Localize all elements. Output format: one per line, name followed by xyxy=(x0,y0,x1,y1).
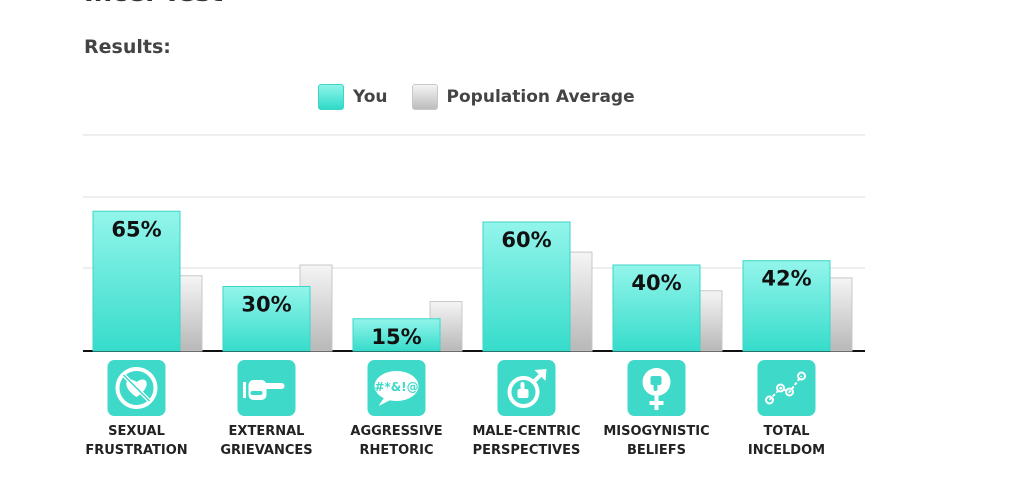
svg-text:#*&!@: #*&!@ xyxy=(374,380,418,394)
category-label: SEXUAL FRUSTRATION xyxy=(85,424,187,458)
chart-legend: You Population Average xyxy=(318,84,659,110)
category-label: EXTERNAL GRIEVANCES xyxy=(220,424,312,458)
category-label: MISOGYNISTIC BELIEFS xyxy=(603,424,709,458)
category-label: MALE-CENTRIC PERSPECTIVES xyxy=(472,424,580,458)
bar-you xyxy=(92,210,181,352)
bar-you xyxy=(612,264,701,352)
results-heading: Results: xyxy=(84,36,171,58)
bar-value-label: 65% xyxy=(111,217,161,241)
legend-label-you: You xyxy=(353,87,388,107)
bar-value-label: 30% xyxy=(241,293,291,317)
bar-value-label: 60% xyxy=(501,228,551,252)
category-label: AGGRESSIVE RHETORIC xyxy=(350,424,442,458)
bar-you xyxy=(482,221,571,352)
legend-swatch-average xyxy=(411,84,438,110)
female-thumbs-down-icon xyxy=(627,360,686,416)
legend-item-average: Population Average xyxy=(411,84,635,110)
legend-swatch-you xyxy=(318,84,344,110)
bar-value-label: 15% xyxy=(371,325,421,349)
bar-value-label: 40% xyxy=(631,271,681,295)
swear-speech-bubble-icon: #*&!@ xyxy=(367,360,426,416)
line-graph-icon xyxy=(757,360,816,416)
pointing-hand-icon xyxy=(237,360,296,416)
bar-you xyxy=(742,260,831,352)
bar-value-label: 42% xyxy=(761,267,811,291)
legend-label-average: Population Average xyxy=(446,87,635,107)
no-heart-icon xyxy=(107,360,166,416)
page-title: Incel Test xyxy=(84,0,223,8)
category-label: TOTAL INCELDOM xyxy=(748,424,825,458)
legend-item-you: You xyxy=(318,84,388,110)
bar-you xyxy=(222,286,311,352)
bar-you xyxy=(352,318,441,352)
male-thumbs-up-icon xyxy=(497,360,556,416)
